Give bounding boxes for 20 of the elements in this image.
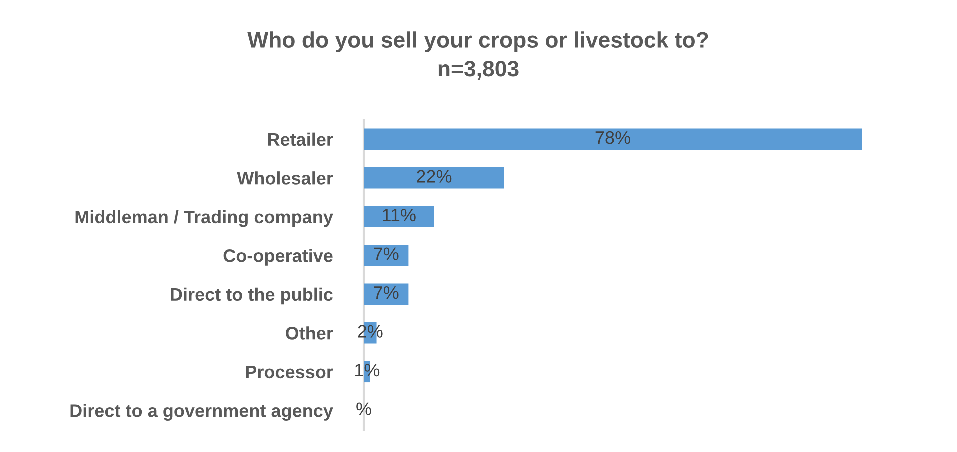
data-label: 7% <box>374 248 399 260</box>
y-tick-label: Other <box>286 326 334 340</box>
y-tick-label: Co-operative <box>224 249 333 266</box>
bar <box>364 244 409 266</box>
bar <box>364 167 504 189</box>
chart-title: Who do you sell your crops or livestock to? n=3,803 <box>248 32 708 80</box>
y-tick-label: Middleman / Trading company <box>76 210 334 228</box>
y-tick-label: Wholesaler <box>237 172 334 185</box>
y-tick-label: Direct to the public <box>171 288 333 305</box>
y-tick-label: Retailer <box>268 132 334 146</box>
data-label: % <box>356 402 372 416</box>
y-tick-label: Direct to a government agency <box>70 404 334 421</box>
bar <box>364 284 409 306</box>
bar <box>364 206 434 228</box>
y-tick-label: Processor <box>246 366 334 379</box>
data-label: 7% <box>374 286 399 300</box>
data-label: 78% <box>596 131 630 144</box>
data-label: 11% <box>383 209 416 222</box>
data-label: 22% <box>417 170 452 183</box>
bar <box>364 128 862 150</box>
